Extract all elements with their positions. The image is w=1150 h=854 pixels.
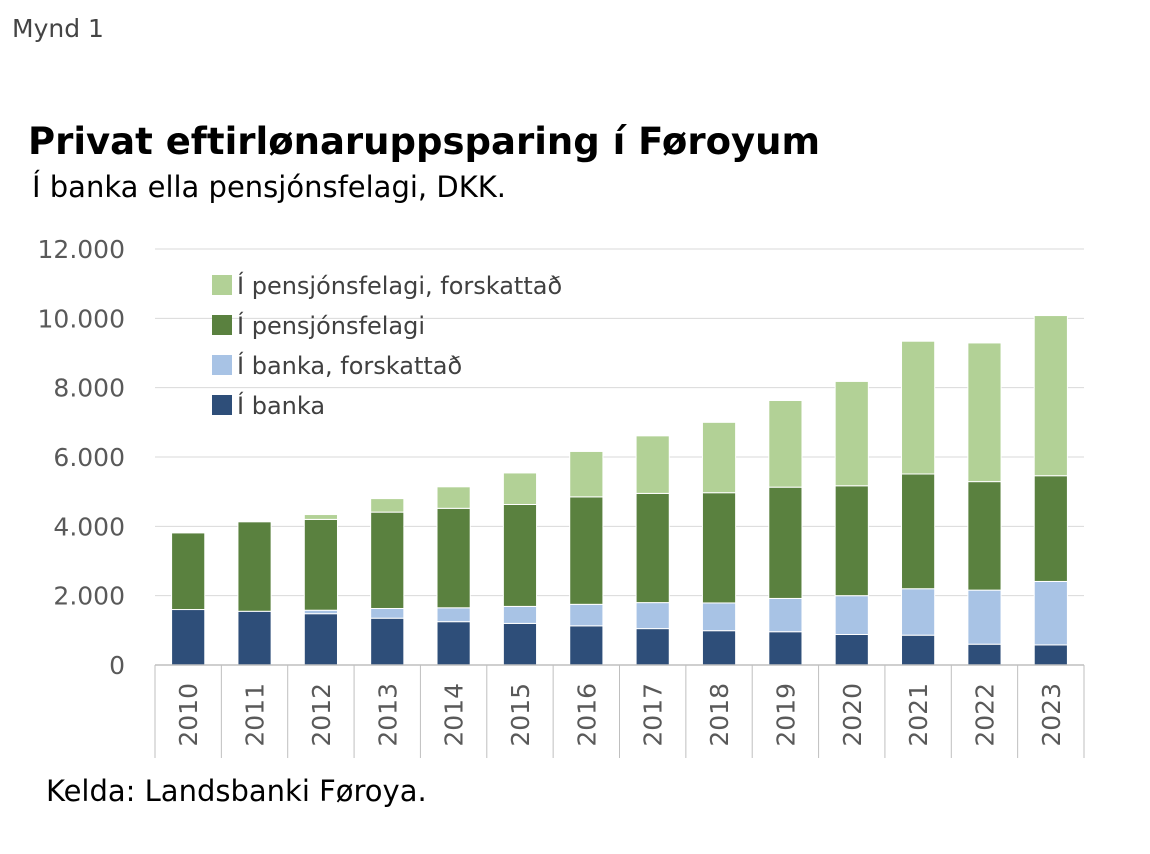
bar-segment	[701, 492, 737, 604]
bar-segment	[834, 380, 869, 487]
y-tick-label: 8.000	[53, 374, 125, 403]
bar-segment	[901, 473, 936, 590]
bar-segment	[569, 496, 604, 605]
bar-segment	[635, 602, 670, 630]
axes: 0 2.000 4.000 6.000 8.000 10.000 12.000 2010 201…	[38, 235, 1085, 758]
legend-swatch	[212, 395, 232, 415]
bar-segment	[635, 435, 670, 494]
bar-segment	[768, 486, 803, 599]
x-tick-label: 2022	[970, 683, 999, 747]
bar-segment	[171, 609, 206, 666]
bar-segment	[768, 399, 803, 488]
bar-segment	[303, 609, 338, 615]
legend-label: Í pensjónsfelagi	[237, 311, 425, 340]
legend-label: Í banka	[237, 391, 325, 420]
legend: Í pensjónsfelagi, forskattað Í pensjónsfe…	[212, 271, 562, 420]
x-tick-label: 2014	[440, 683, 469, 747]
bar-segment	[370, 511, 405, 609]
x-tick-label: 2010	[174, 683, 203, 747]
bar-segment	[569, 603, 604, 627]
bar-segment	[901, 588, 936, 636]
chart-subtitle: Í banka ella pensjónsfelagi, DKK.	[32, 170, 506, 204]
bar-segment	[436, 507, 471, 609]
bar-segment	[1033, 644, 1068, 666]
bar-segment	[303, 514, 338, 520]
x-tick-label: 2018	[705, 683, 734, 747]
bar-segment	[370, 498, 405, 513]
bar-segment	[967, 589, 1002, 645]
bar-segment	[502, 605, 538, 624]
y-tick-label: 0	[109, 651, 125, 680]
x-tick-label: 2011	[241, 683, 270, 747]
bar-segment	[701, 630, 737, 666]
legend-swatch	[212, 355, 232, 375]
bar-segment	[768, 631, 803, 666]
source-note: Kelda: Landsbanki Føroya.	[46, 774, 427, 808]
legend-swatch	[212, 275, 232, 295]
x-tick-label: 2017	[639, 683, 668, 747]
bar-segment	[834, 595, 869, 635]
bar-segment	[569, 625, 604, 666]
x-tick-label: 2023	[1037, 683, 1066, 747]
bar-segment	[436, 621, 471, 666]
y-tick-label: 4.000	[53, 512, 125, 541]
bar-segment	[1033, 580, 1068, 646]
figure-label: Mynd 1	[12, 14, 104, 43]
x-tick-label: 2020	[838, 683, 867, 747]
bar-segment	[635, 628, 670, 666]
bar-segment	[967, 342, 1002, 483]
chart-title: Privat eftirlønaruppsparing í Føroyum	[28, 120, 821, 163]
bar-segment	[237, 521, 272, 612]
bar-segment	[303, 613, 338, 666]
bar-segment	[502, 503, 538, 607]
y-tick-label: 6.000	[53, 443, 125, 472]
bar-segment	[237, 610, 272, 666]
bar-segment	[436, 486, 471, 509]
x-tick-label: 2021	[904, 683, 933, 747]
bar-segment	[701, 602, 737, 632]
y-tick-label: 2.000	[53, 582, 125, 611]
bar-segment	[436, 607, 471, 623]
legend-label: Í banka, forskattað	[237, 351, 462, 380]
bar-segment	[370, 617, 405, 666]
bar-segment	[1033, 475, 1068, 582]
bar-segment	[901, 340, 936, 475]
y-tick-label: 12.000	[38, 235, 125, 264]
bar-segment	[635, 492, 670, 604]
x-tick-label: 2016	[572, 683, 601, 747]
legend-label: Í pensjónsfelagi, forskattað	[237, 271, 562, 300]
x-tick-label: 2015	[506, 683, 535, 747]
bar-segment	[768, 597, 803, 633]
bar-segment	[834, 633, 869, 666]
y-tick-label: 10.000	[38, 304, 125, 333]
x-tick-label: 2019	[771, 683, 800, 747]
bar-segment	[967, 481, 1002, 591]
x-tick-label: 2013	[373, 683, 402, 747]
x-tick-label: 2012	[307, 683, 336, 747]
bar-segment	[701, 421, 737, 494]
bar-segment	[834, 485, 869, 597]
bar-segment	[502, 622, 538, 666]
bar-segment	[303, 518, 338, 611]
bar-segment	[370, 607, 405, 619]
gridlines	[155, 248, 1084, 597]
bar-segment	[569, 450, 604, 498]
bar-segment	[967, 643, 1002, 666]
bar-segment	[1033, 315, 1068, 477]
legend-swatch	[212, 315, 232, 335]
bar-segment	[901, 634, 936, 666]
bar-segment	[502, 472, 538, 505]
bar-segment	[171, 532, 206, 611]
